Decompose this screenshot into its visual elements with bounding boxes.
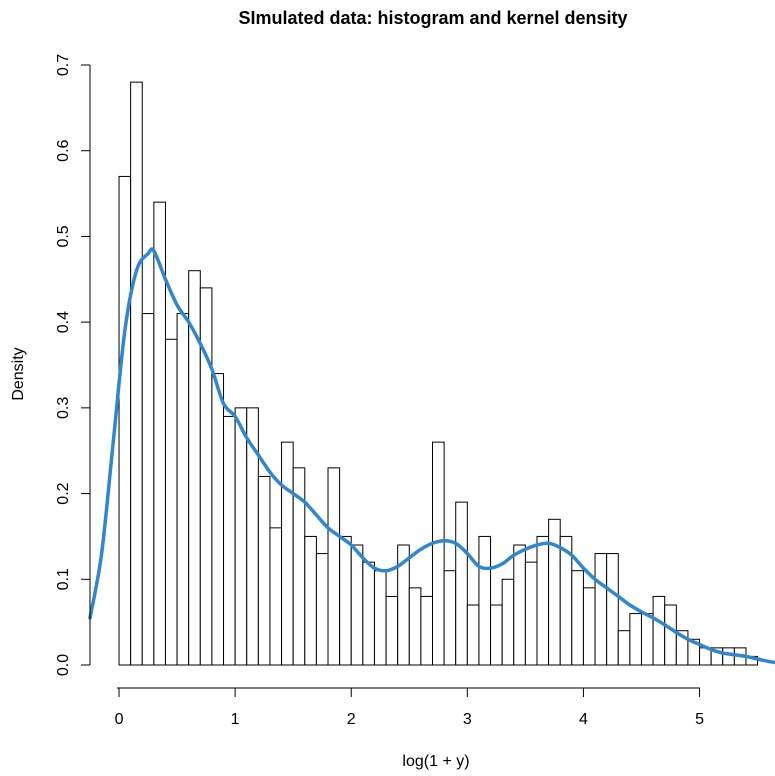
y-axis-ticks: 0.0 0.1 0.2 0.3 0.4 0.5 0.6 0.7 [55, 54, 90, 676]
histogram-bar [408, 587, 422, 666]
histogram-bar [443, 570, 457, 666]
histogram-bar [490, 604, 503, 666]
x-axis-label: log(1 + y) [402, 753, 469, 770]
x-tick-label: 3 [463, 711, 472, 728]
histogram-bar [257, 475, 271, 666]
histogram-bar [362, 561, 375, 666]
density-curve [88, 247, 775, 665]
y-tick-label: 0.5 [55, 225, 72, 247]
histogram-bar [536, 535, 550, 666]
histogram-bar [130, 81, 143, 666]
x-tick-label: 4 [579, 711, 588, 728]
histogram-bar [548, 518, 561, 666]
histogram-bar [327, 467, 341, 666]
histogram-bar [281, 441, 294, 666]
histogram-bar [304, 535, 317, 666]
x-axis: 0 1 2 3 4 5 [115, 687, 704, 728]
y-tick-label: 0.1 [55, 568, 72, 590]
histogram-bar [432, 441, 445, 666]
chart-title: SImulated data: histogram and kernel den… [238, 8, 627, 28]
histogram-bar [269, 527, 283, 666]
histogram-bar [513, 544, 526, 666]
histogram-bar [617, 630, 631, 666]
histogram-bar [350, 544, 364, 666]
histogram-bar [118, 175, 132, 666]
x-axis-ticks: 0 1 2 3 4 5 [115, 688, 704, 728]
histogram-bar [385, 595, 399, 666]
histogram-bar [664, 604, 677, 666]
histogram-bar [524, 561, 538, 666]
histogram-bar [478, 535, 492, 666]
histogram-bar [373, 570, 387, 666]
histogram-bar [606, 553, 619, 666]
histogram-bar [594, 553, 608, 666]
x-tick-label: 0 [115, 711, 124, 728]
y-tick-label: 0.0 [55, 654, 72, 676]
histogram-bar [211, 373, 225, 666]
histogram-bar [501, 578, 515, 666]
histogram-bar [234, 407, 248, 666]
histogram-bar [164, 338, 178, 666]
density-curve-layer [88, 247, 775, 665]
histogram-bar [640, 613, 654, 666]
histogram-bars [118, 81, 759, 666]
histogram-bar [339, 535, 352, 666]
histogram-bar [582, 587, 596, 666]
y-tick-label: 0.6 [55, 139, 72, 161]
x-tick-label: 2 [347, 711, 356, 728]
histogram-bar [455, 501, 468, 666]
histogram-bar [315, 553, 329, 666]
histogram-bar [652, 595, 666, 666]
y-tick-label: 0.7 [55, 54, 72, 76]
histogram-bar [571, 570, 584, 666]
y-axis: 0.0 0.1 0.2 0.3 0.4 0.5 0.6 0.7 [55, 54, 91, 676]
histogram-bar [223, 415, 236, 666]
histogram-bar [176, 313, 190, 666]
histogram-bar [141, 313, 155, 666]
histogram-bar [466, 604, 480, 666]
x-tick-label: 1 [231, 711, 240, 728]
histogram-bar [629, 613, 642, 666]
y-tick-label: 0.4 [55, 311, 72, 333]
x-tick-label: 5 [695, 711, 704, 728]
y-tick-label: 0.3 [55, 397, 72, 419]
histogram-bar [420, 595, 434, 666]
y-axis-label: Density [10, 347, 27, 400]
y-tick-label: 0.2 [55, 482, 72, 504]
histogram-bar [722, 647, 735, 666]
